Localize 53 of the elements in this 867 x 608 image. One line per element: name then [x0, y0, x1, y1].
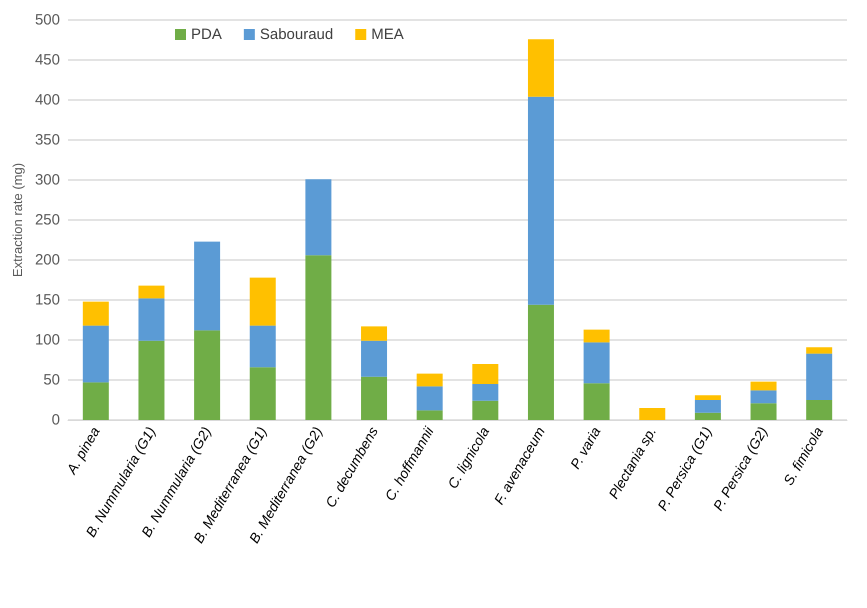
bar [138, 298, 164, 341]
bar [639, 408, 666, 420]
y-tick-label: 300 [34, 172, 60, 188]
bar [806, 400, 832, 420]
bar [750, 382, 777, 390]
bar [584, 383, 610, 420]
bar [138, 340, 164, 420]
bar [82, 326, 109, 382]
bar [694, 400, 721, 413]
bar [472, 384, 498, 401]
y-tick-label: 500 [34, 12, 60, 28]
bar [584, 342, 610, 384]
y-tick-label: 100 [34, 332, 60, 348]
bar [361, 326, 388, 341]
y-axis-title: Extraction rate (mg) [10, 162, 26, 278]
y-tick-label: 200 [34, 252, 60, 268]
bar [82, 302, 109, 326]
bar [806, 354, 832, 400]
y-tick-label: 400 [34, 92, 60, 108]
bar [250, 278, 276, 326]
y-tick-label: 250 [34, 212, 60, 228]
legend-label: MEA [371, 26, 404, 43]
bar [750, 390, 777, 404]
y-tick-label: 450 [34, 52, 60, 68]
bar [82, 382, 109, 420]
bar [361, 376, 388, 420]
legend-label: Sabouraud [260, 26, 334, 43]
bar [472, 364, 498, 384]
bar [806, 347, 832, 354]
bar [694, 395, 721, 400]
bar [416, 386, 443, 410]
bar [361, 340, 388, 377]
bar [416, 374, 443, 386]
bar [528, 39, 554, 97]
y-tick-label: 150 [34, 292, 60, 308]
y-tick-label: 0 [52, 412, 60, 428]
bar [194, 242, 220, 330]
bar [528, 304, 554, 420]
y-tick-label: 50 [43, 372, 60, 388]
bar [584, 330, 610, 342]
bar [138, 286, 164, 298]
bar [750, 403, 777, 420]
bar [305, 255, 332, 420]
bar [416, 410, 443, 420]
bar [305, 179, 332, 256]
bar [528, 96, 554, 305]
bar [250, 367, 276, 420]
bar [694, 412, 721, 420]
bar [472, 400, 498, 420]
bar [194, 330, 220, 420]
y-tick-label: 350 [34, 132, 60, 148]
legend-label: PDA [191, 26, 222, 43]
bar [250, 326, 276, 368]
